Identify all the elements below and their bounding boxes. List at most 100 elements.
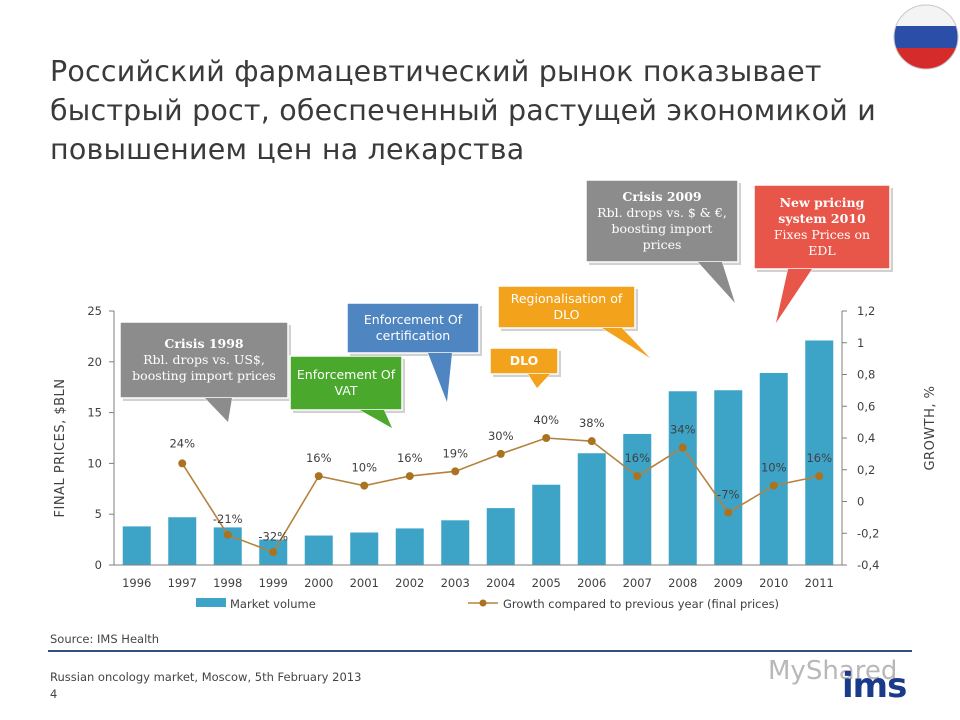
bar bbox=[668, 391, 697, 565]
callout-body: Regionalisation of DLO bbox=[510, 291, 623, 322]
callout-text-dlo: DLO bbox=[496, 348, 552, 374]
y-tick-label: 0 bbox=[95, 558, 102, 572]
bar bbox=[714, 390, 743, 565]
growth-label: 34% bbox=[670, 423, 696, 437]
x-tick-label: 2006 bbox=[577, 576, 606, 590]
callout-title: Crisis 1998 bbox=[164, 336, 244, 351]
x-tick-label: 1998 bbox=[213, 576, 242, 590]
legend-label: Growth compared to previous year (final … bbox=[503, 597, 779, 611]
bar bbox=[623, 433, 652, 565]
growth-label: 30% bbox=[488, 429, 514, 443]
bar bbox=[168, 517, 197, 565]
growth-label: -32% bbox=[258, 529, 288, 543]
y-tick-label: 10 bbox=[87, 456, 102, 470]
growth-label: 40% bbox=[533, 413, 559, 427]
bar bbox=[532, 484, 561, 565]
x-tick-label: 2002 bbox=[395, 576, 424, 590]
x-tick-label: 1997 bbox=[168, 576, 197, 590]
y-tick-label: 20 bbox=[87, 355, 102, 369]
footer-divider bbox=[48, 650, 912, 652]
callout-dlo bbox=[489, 347, 561, 389]
legend-swatch-bar bbox=[196, 598, 226, 607]
callout-text-enforcement-vat: Enforcement Of VAT bbox=[296, 356, 396, 410]
legend-swatch-marker bbox=[479, 599, 487, 607]
callout-text-enforcement-cert: Enforcement Of certification bbox=[353, 303, 473, 353]
source-note: Source: IMS Health bbox=[50, 632, 160, 646]
bar bbox=[304, 535, 333, 565]
x-tick-label: 2001 bbox=[350, 576, 379, 590]
y-right-tick-label: 0,2 bbox=[857, 463, 875, 477]
growth-label: 38% bbox=[579, 416, 605, 430]
growth-point bbox=[542, 434, 551, 442]
callout-crisis-1998 bbox=[119, 321, 291, 424]
y-tick-label: 15 bbox=[87, 406, 102, 420]
growth-label: 10% bbox=[351, 461, 377, 475]
growth-point bbox=[314, 472, 323, 481]
bar bbox=[441, 520, 470, 565]
y-right-tick-label: 1,2 bbox=[857, 304, 875, 318]
bar bbox=[122, 526, 151, 565]
callout-title: DLO bbox=[509, 353, 539, 368]
growth-point bbox=[678, 443, 687, 452]
growth-label: -7% bbox=[717, 488, 739, 502]
callout-text-crisis-2009: Crisis 2009 Rbl. drops vs. $ & €, boostin… bbox=[592, 180, 732, 262]
bar bbox=[350, 532, 379, 565]
y-tick-label: 25 bbox=[87, 304, 102, 318]
callout-body: Fixes Prices on EDL bbox=[773, 227, 871, 258]
callout-crisis-2009 bbox=[585, 179, 741, 304]
y-right-tick-label: 0,8 bbox=[857, 368, 875, 382]
growth-point bbox=[815, 472, 824, 481]
callout-body: Rbl. drops vs. US$, boosting import pric… bbox=[132, 352, 276, 383]
russia-flag-icon bbox=[893, 4, 959, 70]
callout-title: New pricing system 2010 bbox=[778, 195, 866, 226]
y-right-tick-label: 0,6 bbox=[857, 399, 875, 413]
callout-regionalisation bbox=[497, 285, 651, 359]
growth-point bbox=[769, 481, 778, 490]
callout-pricing-2010 bbox=[753, 184, 893, 324]
y-right-tick-label: 0,4 bbox=[857, 431, 875, 445]
y-right-tick-label: 0 bbox=[857, 495, 864, 509]
bar bbox=[577, 453, 606, 565]
watermark: MyShared bbox=[768, 656, 898, 686]
callout-body: Enforcement Of VAT bbox=[296, 367, 396, 398]
growth-point bbox=[269, 548, 278, 557]
x-tick-label: 2011 bbox=[805, 576, 834, 590]
y-tick-label: 5 bbox=[95, 507, 102, 521]
y-right-tick-label: -0,4 bbox=[857, 558, 879, 572]
x-tick-label: 1996 bbox=[122, 576, 151, 590]
growth-point bbox=[724, 508, 733, 517]
footer-event: Russian oncology market, Moscow, 5th Feb… bbox=[50, 670, 362, 684]
growth-point bbox=[360, 481, 369, 490]
y-axis-title: FINAL PRICES, $BLN bbox=[53, 379, 68, 518]
growth-label: 24% bbox=[169, 436, 195, 450]
footer: Russian oncology market, Moscow, 5th Feb… bbox=[50, 669, 361, 703]
growth-point bbox=[451, 467, 460, 476]
growth-label: 19% bbox=[442, 446, 468, 460]
y-right-tick-label: -0,2 bbox=[857, 526, 879, 540]
growth-point bbox=[633, 472, 642, 481]
y-right-tick-label: 1 bbox=[857, 336, 864, 350]
x-tick-label: 2008 bbox=[668, 576, 697, 590]
x-tick-label: 2005 bbox=[532, 576, 561, 590]
x-tick-label: 2004 bbox=[486, 576, 515, 590]
callout-body: Enforcement Of certification bbox=[363, 312, 463, 343]
page-number: 4 bbox=[50, 687, 58, 701]
growth-point bbox=[587, 437, 596, 446]
growth-point bbox=[223, 530, 232, 539]
growth-label: 16% bbox=[806, 451, 832, 465]
x-tick-label: 2003 bbox=[441, 576, 470, 590]
growth-point bbox=[405, 472, 414, 481]
callout-text-pricing-2010: New pricing system 2010 Fixes Prices on E… bbox=[760, 185, 884, 269]
callout-enforcement-vat bbox=[289, 355, 405, 430]
bar bbox=[395, 528, 424, 565]
callout-title: Crisis 2009 bbox=[622, 189, 702, 204]
bar bbox=[805, 340, 834, 565]
growth-point bbox=[496, 449, 505, 458]
callout-text-regionalisation: Regionalisation of DLO bbox=[504, 286, 629, 328]
ims-logo: ims bbox=[842, 666, 907, 706]
y-right-axis-title: GROWTH, % bbox=[923, 385, 938, 470]
growth-point bbox=[178, 459, 187, 468]
page-title: Российский фармацевтический рынок показы… bbox=[50, 55, 876, 166]
growth-label: 16% bbox=[624, 451, 650, 465]
x-tick-label: 2000 bbox=[304, 576, 333, 590]
